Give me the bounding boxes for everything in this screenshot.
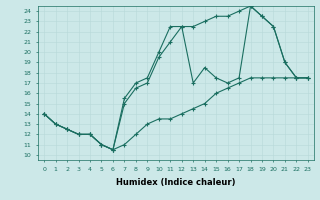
X-axis label: Humidex (Indice chaleur): Humidex (Indice chaleur) <box>116 178 236 186</box>
